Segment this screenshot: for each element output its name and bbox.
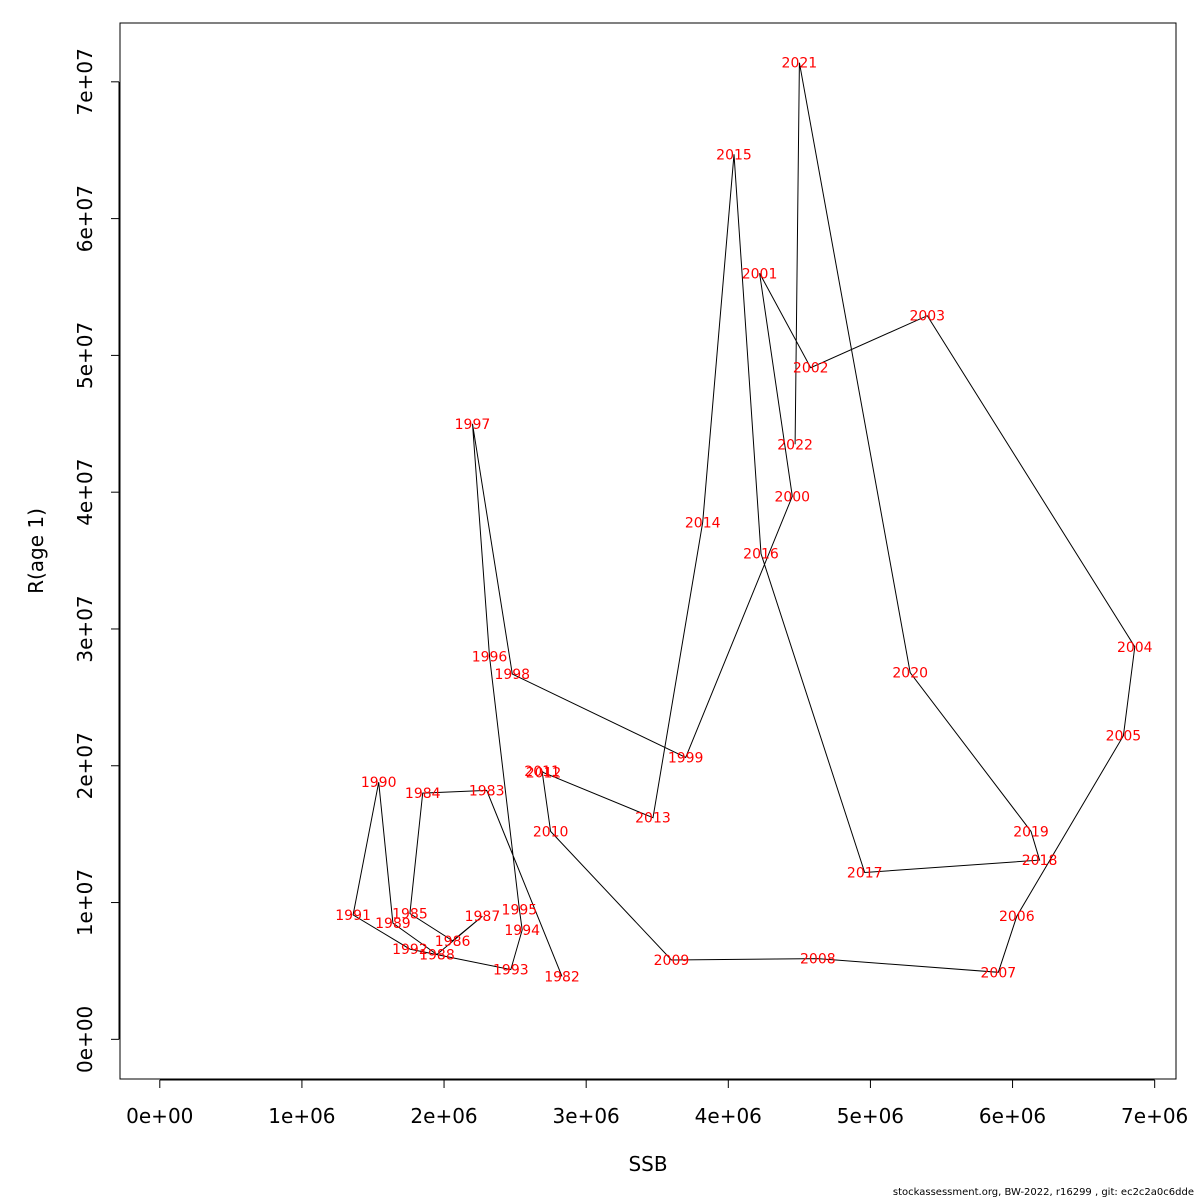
x-tick-label: 5e+06 bbox=[837, 1104, 904, 1128]
year-label-2017: 2017 bbox=[847, 865, 883, 881]
y-tick-label: 0e+00 bbox=[73, 1006, 97, 1073]
year-label-1999: 1999 bbox=[668, 751, 704, 767]
year-label-2022: 2022 bbox=[777, 437, 813, 453]
year-label-2011: 2011 bbox=[524, 764, 560, 780]
year-label-2015: 2015 bbox=[716, 147, 752, 163]
year-label-1985: 1985 bbox=[392, 906, 428, 922]
year-label-2009: 2009 bbox=[654, 953, 690, 969]
year-label-1996: 1996 bbox=[472, 649, 508, 665]
year-label-2006: 2006 bbox=[999, 909, 1035, 925]
y-axis-title: R(age 1) bbox=[24, 508, 48, 594]
year-label-2007: 2007 bbox=[981, 965, 1017, 981]
series bbox=[352, 62, 1136, 977]
x-axis-title: SSB bbox=[628, 1152, 667, 1176]
plot-frame bbox=[119, 22, 1177, 1080]
x-tick-label: 7e+06 bbox=[1121, 1104, 1188, 1128]
y-tick-label: 5e+07 bbox=[73, 322, 97, 389]
year-label-1989: 1989 bbox=[375, 916, 411, 932]
year-label-2019: 2019 bbox=[1013, 824, 1049, 840]
x-tick-label: 3e+06 bbox=[553, 1104, 620, 1128]
year-label-1986: 1986 bbox=[435, 934, 471, 950]
y-tick-label: 2e+07 bbox=[73, 732, 97, 799]
year-label-1982: 1982 bbox=[544, 969, 580, 985]
x-tick-label: 4e+06 bbox=[695, 1104, 762, 1128]
year-label-1991: 1991 bbox=[335, 908, 371, 924]
year-label-2016: 2016 bbox=[743, 547, 779, 563]
year-label-2005: 2005 bbox=[1106, 729, 1142, 745]
year-labels: 1982 1983 1984 1985 1986 1987 1988 1989 1990 1991… bbox=[335, 56, 1152, 986]
year-label-2004: 2004 bbox=[1117, 640, 1153, 656]
year-label-2018: 2018 bbox=[1022, 853, 1058, 869]
year-label-2003: 2003 bbox=[909, 309, 945, 325]
y-tick-label: 7e+07 bbox=[73, 48, 97, 115]
year-label-1997: 1997 bbox=[455, 417, 491, 433]
year-label-1993: 1993 bbox=[493, 963, 529, 979]
y-tick-label: 3e+07 bbox=[73, 595, 97, 662]
y-tick-label: 6e+07 bbox=[73, 185, 97, 252]
year-label-1990: 1990 bbox=[361, 775, 397, 791]
year-label-2000: 2000 bbox=[774, 489, 810, 505]
x-tick-label: 1e+06 bbox=[268, 1104, 335, 1128]
y-tick-label: 1e+07 bbox=[73, 869, 97, 936]
year-label-2013: 2013 bbox=[635, 811, 671, 827]
year-label-1998: 1998 bbox=[494, 667, 530, 683]
year-label-1984: 1984 bbox=[405, 786, 441, 802]
x-tick-label: 2e+06 bbox=[410, 1104, 477, 1128]
x-tick-label: 6e+06 bbox=[979, 1104, 1046, 1128]
x-tick-label: 0e+00 bbox=[126, 1104, 193, 1128]
year-label-1988: 1988 bbox=[419, 948, 455, 964]
year-label-1983: 1983 bbox=[469, 783, 505, 799]
year-label-2010: 2010 bbox=[533, 824, 569, 840]
footer-credit: stockassessment.org, BW-2022, r16299 , g… bbox=[892, 1187, 1194, 1198]
year-label-1992: 1992 bbox=[392, 942, 428, 958]
y-tick-label: 4e+07 bbox=[73, 459, 97, 526]
recruitment-trajectory-line bbox=[352, 62, 1136, 977]
y-axis: 0e+00 1e+07 2e+07 3e+07 4e+07 5e+07 6e+07 7e+07 bbox=[73, 48, 120, 1073]
x-axis: 0e+00 1e+06 2e+06 3e+06 4e+06 5e+06 6e+06 7e+06 bbox=[126, 1079, 1188, 1128]
year-label-1987: 1987 bbox=[465, 909, 501, 925]
year-label-2002: 2002 bbox=[793, 361, 829, 377]
year-label-2001: 2001 bbox=[742, 266, 778, 282]
year-label-2012: 2012 bbox=[526, 766, 562, 782]
year-label-2021: 2021 bbox=[782, 56, 818, 72]
year-label-1994: 1994 bbox=[504, 923, 540, 939]
year-label-2014: 2014 bbox=[685, 515, 721, 531]
year-label-1995: 1995 bbox=[502, 902, 538, 918]
year-label-2008: 2008 bbox=[800, 952, 836, 968]
year-label-2020: 2020 bbox=[892, 666, 928, 682]
